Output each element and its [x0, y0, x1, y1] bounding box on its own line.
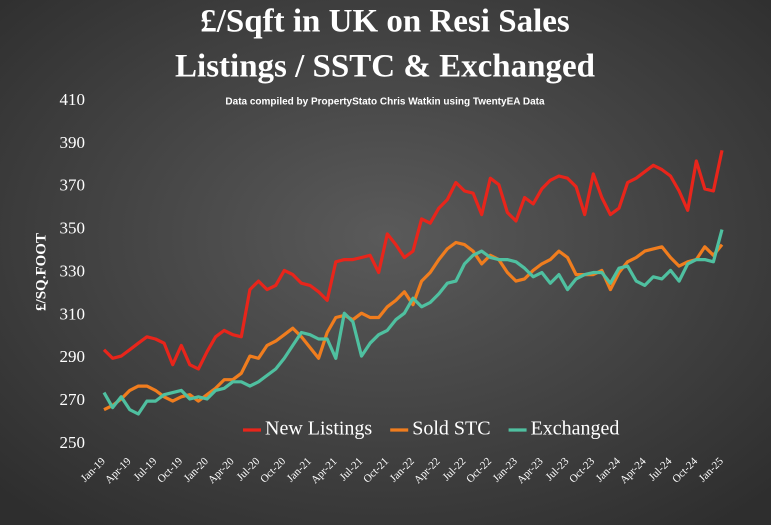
data-line: [102, 229, 724, 416]
legend-label: Exchanged: [531, 418, 620, 440]
y-tick-label: 250: [60, 433, 86, 452]
data-line: [102, 149, 724, 371]
chart-title: Listings / SSTC & Exchanged: [175, 49, 595, 85]
chart-title: £/Sqft in UK on Resi Sales: [200, 4, 570, 40]
y-tick-label: 410: [60, 90, 86, 109]
y-tick-label: 270: [60, 390, 86, 409]
y-tick-label: 290: [60, 347, 86, 366]
data-line: [103, 240, 724, 412]
y-tick-label: 350: [60, 219, 86, 238]
chart-subtitle: Data compiled by PropertyStato Chris Wat…: [225, 97, 545, 108]
y-tick-label: 370: [60, 176, 86, 195]
y-tick-label: 330: [60, 261, 86, 280]
legend-label: New Listings: [265, 418, 372, 440]
y-axis-label: £/SQ.FOOT: [33, 233, 49, 311]
y-tick-label: 390: [60, 133, 86, 152]
legend-label: Sold STC: [412, 418, 490, 440]
y-tick-label: 310: [60, 304, 86, 323]
